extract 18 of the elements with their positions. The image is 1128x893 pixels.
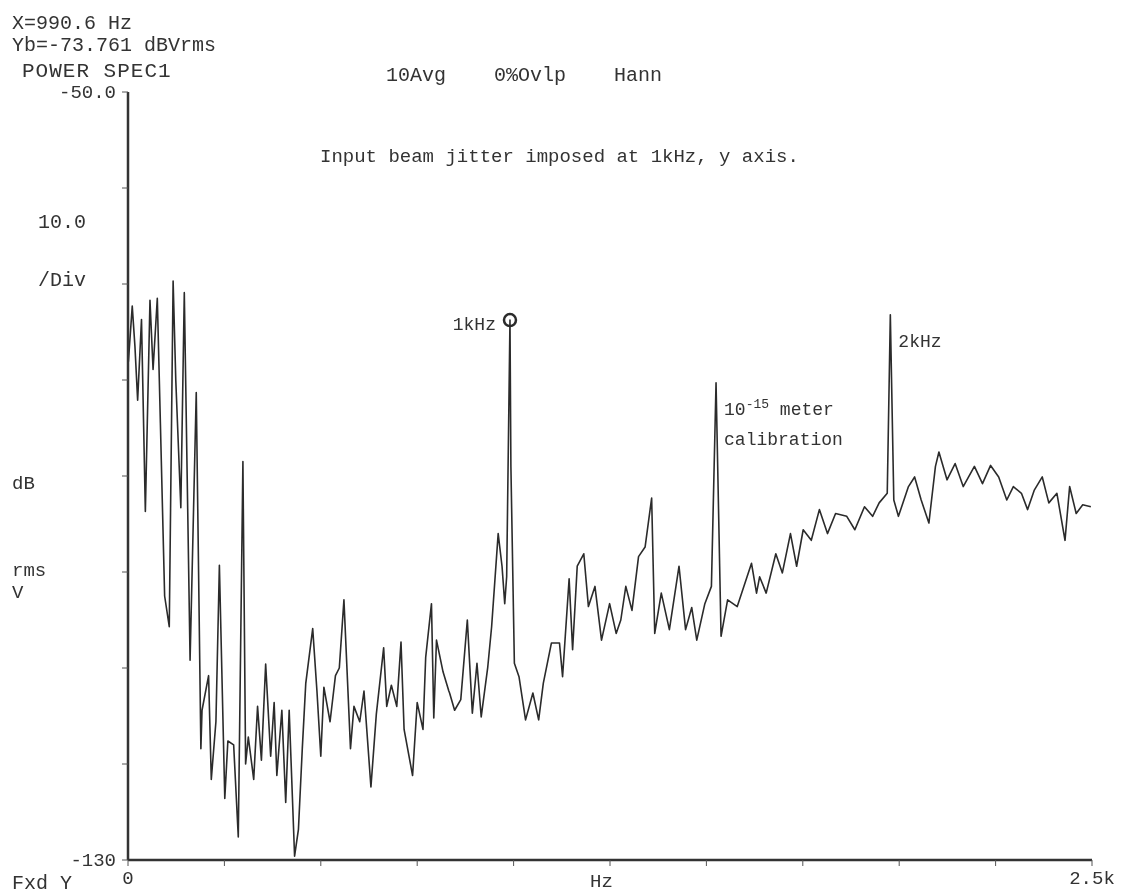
text: 10.0 /Div: [38, 211, 87, 292]
annotation: 2kHz: [898, 331, 942, 352]
text: Hann: [614, 64, 663, 87]
y-tick-label: -50.0: [58, 82, 116, 104]
text: 10Avg: [386, 64, 447, 87]
text: Fxd Y: [12, 872, 73, 893]
text: X=990.6 Hz: [12, 12, 133, 35]
annotation: 10$^{-15}$ meter calibration: [724, 396, 843, 450]
x-tick-label: 0: [122, 868, 134, 890]
chart-title: POWER SPEC1: [22, 60, 172, 83]
annotation: 1kHz: [452, 315, 496, 336]
y-tick-label: -130: [70, 850, 116, 872]
text: dB rms V: [12, 473, 47, 604]
text: Input beam jitter imposed at 1kHz, y axis.: [320, 146, 799, 168]
text: 0%Ovlp: [494, 64, 567, 87]
x-tick-label: 2.5k: [1069, 868, 1115, 890]
text: Yb=-73.761 dBVrms: [12, 34, 217, 57]
x-axis-title: Hz: [590, 871, 613, 893]
